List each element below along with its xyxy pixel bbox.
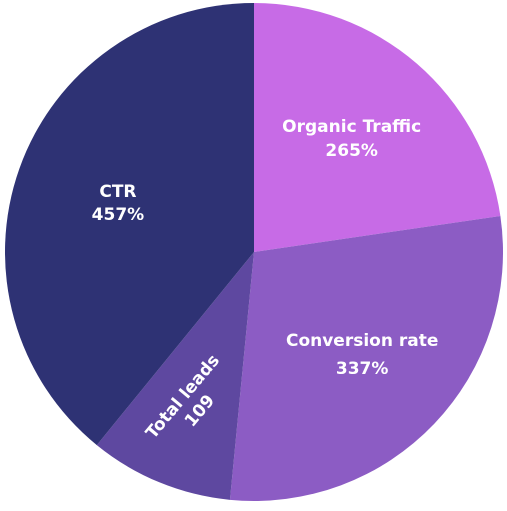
slice-value-label: 265%: [325, 141, 378, 161]
slice-value-label: 337%: [336, 359, 389, 379]
slice-label-ctr: CTR 457%: [92, 182, 145, 225]
slice-name-label: CTR: [99, 182, 136, 202]
slice-label-conversion-rate: Conversion rate 337%: [286, 331, 438, 379]
pie-slice-total-leads: [96, 252, 254, 500]
slice-label-organic-traffic: Organic Traffic 265%: [282, 117, 421, 161]
pie-slice-ctr: [5, 3, 254, 446]
pie-slice-organic-traffic: [254, 3, 501, 252]
pie-slices: [5, 3, 504, 502]
slice-value-label: 457%: [92, 205, 145, 225]
pie-slice-conversion-rate: [229, 215, 504, 502]
slice-name-label: Organic Traffic: [282, 117, 421, 137]
slice-name-label: Conversion rate: [286, 331, 438, 351]
